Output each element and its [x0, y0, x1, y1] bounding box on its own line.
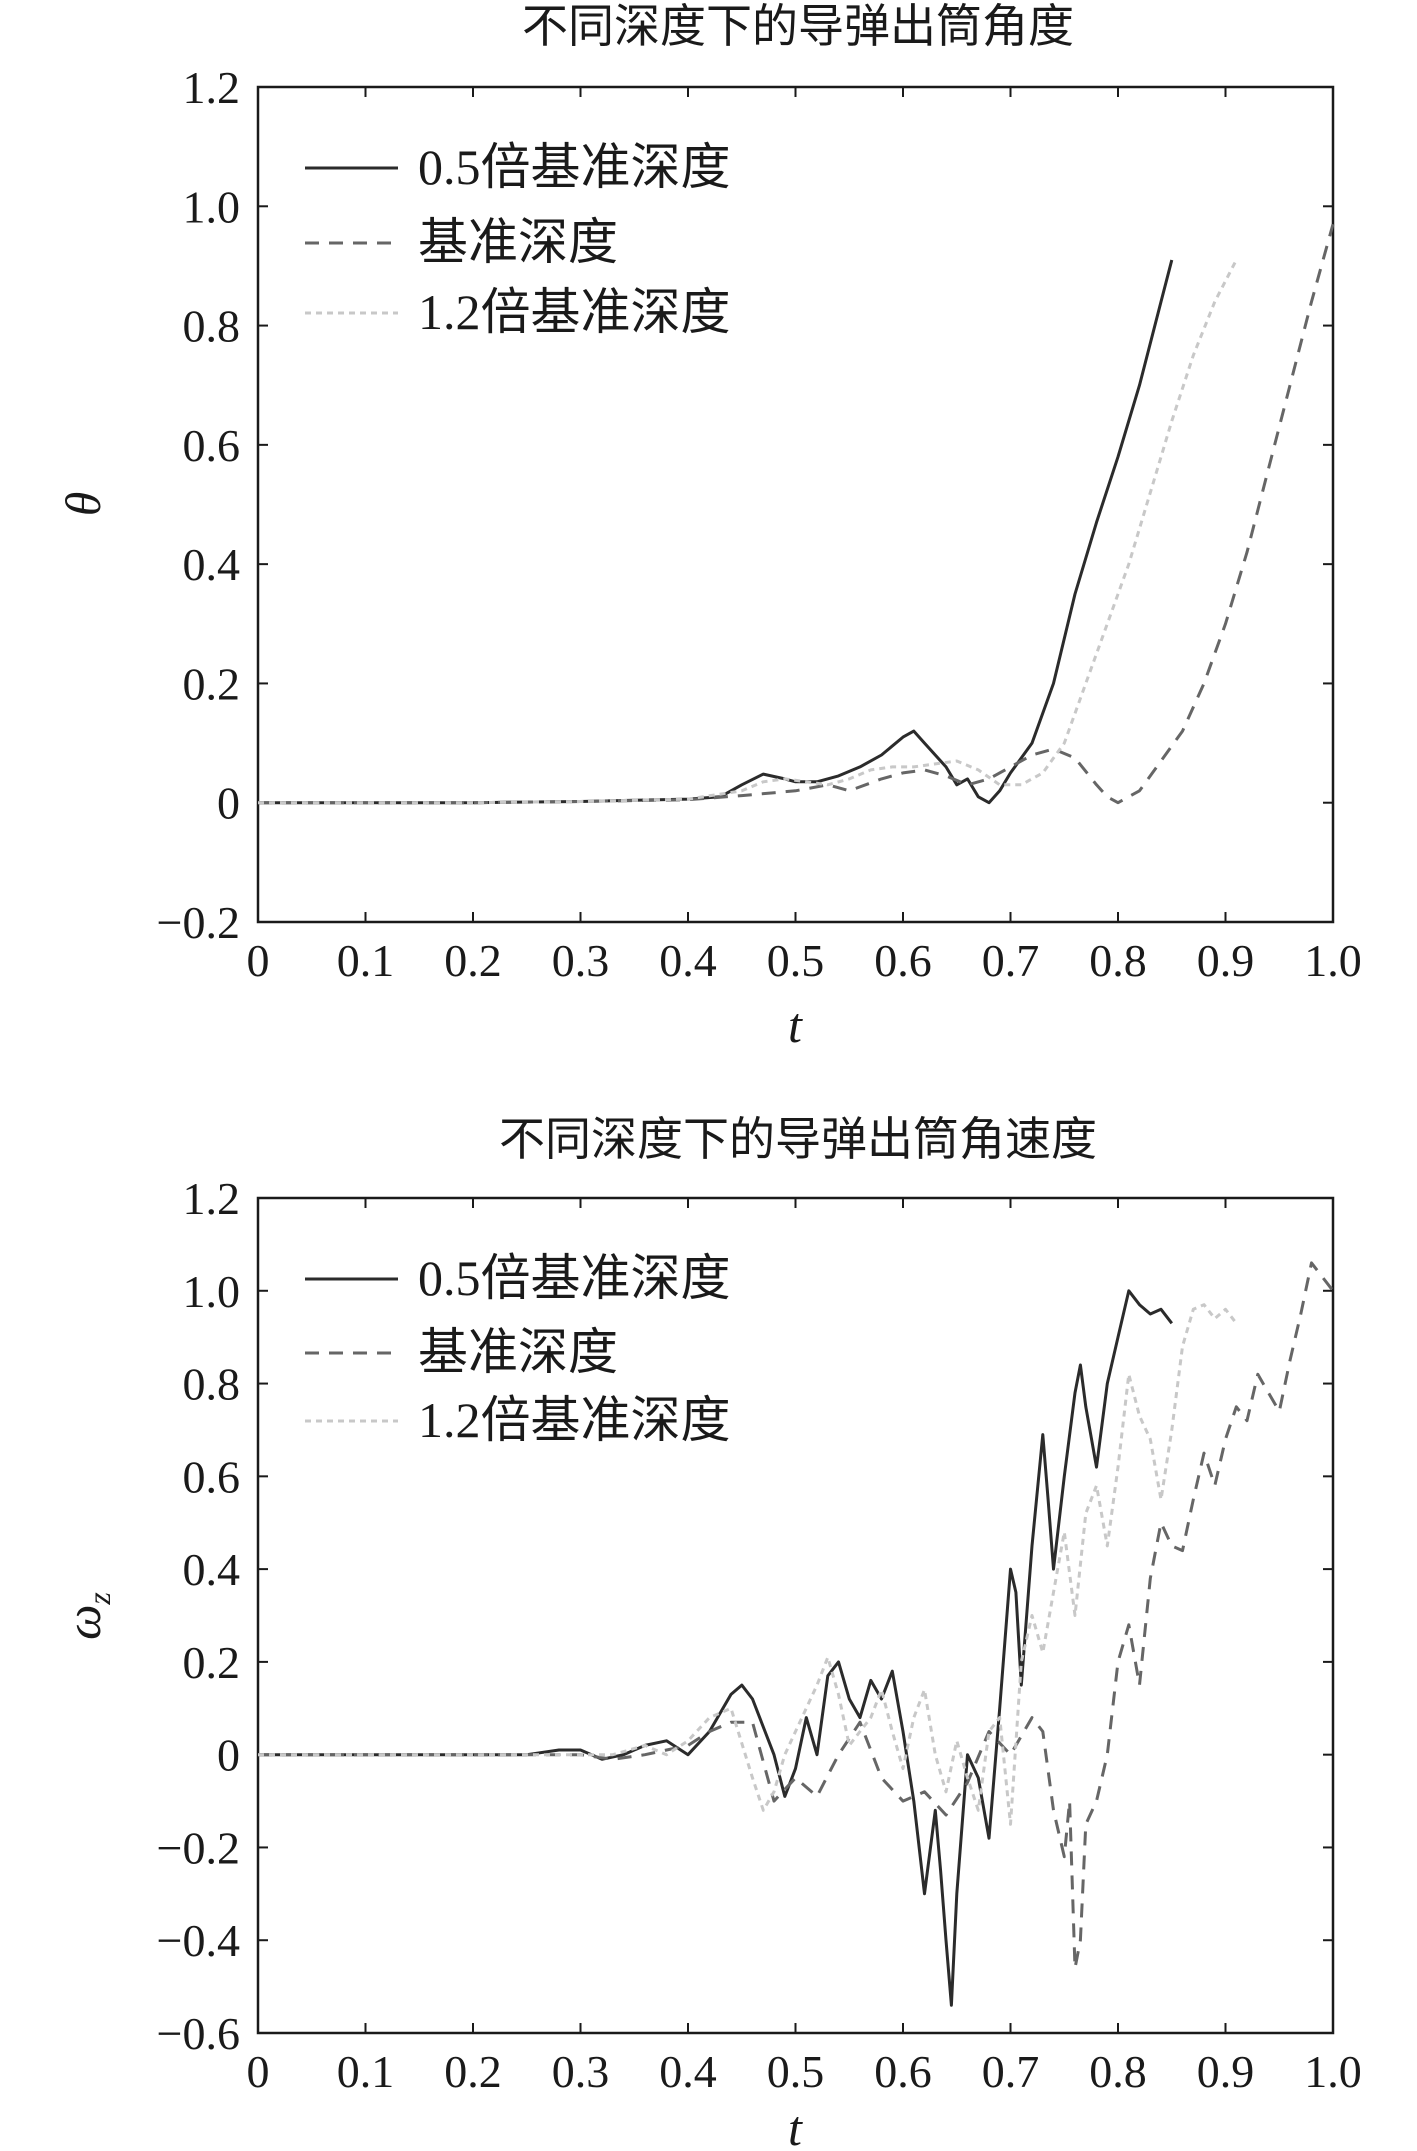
- series-line-0: [258, 259, 1174, 805]
- angular-velocity-chart: 不同深度下的导弹出筒角速度 0 0.1 0.2 0.3 0.4 0.5 0.6 0.7 0.8 0…: [55, 1114, 1362, 2151]
- legend-label-1: 基准深度: [418, 1324, 618, 1380]
- series-line-2: [258, 1303, 1238, 1826]
- y-tick-label: −0.2: [157, 1822, 240, 1873]
- y-tick-label: 0.4: [183, 539, 241, 590]
- x-tick-label: 0.8: [1089, 935, 1147, 986]
- y-tick-label: 0.6: [183, 1451, 241, 1502]
- x-tick-label: 0.8: [1089, 2046, 1147, 2097]
- series-line-1: [258, 223, 1335, 805]
- series-line-2: [258, 259, 1238, 805]
- x-tick-label: 0.9: [1197, 2046, 1255, 2097]
- legend-label-2: 1.2倍基准深度: [418, 1392, 731, 1448]
- y-tick-label: 1.2: [183, 62, 241, 113]
- x-tick-label: 0: [247, 935, 270, 986]
- x-tick-label: 0.1: [337, 935, 395, 986]
- x-tick-label: 0: [247, 2046, 270, 2097]
- y-axis-label-subscript: z: [81, 1592, 117, 1606]
- y-tick-label: 0.8: [183, 301, 241, 352]
- x-tick-label: 0.4: [659, 2046, 717, 2097]
- chart-title: 不同深度下的导弹出筒角度: [522, 1, 1074, 52]
- x-tick-label: 0.3: [552, 2046, 610, 2097]
- legend: 0.5倍基准深度 基准深度 1.2倍基准深度: [305, 139, 731, 340]
- x-tick-label: 0.7: [982, 935, 1040, 986]
- y-tick-label: 0.2: [183, 658, 241, 709]
- x-tick-label: 0.9: [1197, 935, 1255, 986]
- y-tick-label: 1.2: [183, 1173, 241, 1224]
- series-layer: [258, 223, 1335, 805]
- x-tick-label: 0.6: [874, 935, 932, 986]
- x-tick-label: 0.5: [767, 2046, 825, 2097]
- tick-layer: 0 0.1 0.2 0.3 0.4 0.5 0.6 0.7 0.8 0.9 1.0−0.200.20…: [157, 62, 1362, 986]
- y-axis-label-main: ω: [55, 1605, 111, 1640]
- angle-chart: 不同深度下的导弹出筒角度 0 0.1 0.2 0.3 0.4 0.5 0.6 0.7 0.8 0.…: [55, 1, 1362, 1053]
- legend: 0.5倍基准深度 基准深度 1.2倍基准深度: [305, 1250, 731, 1448]
- y-tick-label: 0.6: [183, 420, 241, 471]
- y-tick-label: −0.2: [157, 897, 240, 948]
- y-tick-label: 0: [217, 1730, 240, 1781]
- chart-title: 不同深度下的导弹出筒角速度: [499, 1114, 1097, 1165]
- x-tick-label: 0.3: [552, 935, 610, 986]
- y-tick-label: 1.0: [183, 1266, 241, 1317]
- x-axis-label: t: [788, 2100, 803, 2151]
- legend-label-0: 0.5倍基准深度: [418, 139, 731, 195]
- x-tick-label: 1.0: [1304, 935, 1362, 986]
- series-layer: [258, 1261, 1335, 2007]
- x-tick-label: 0.5: [767, 935, 825, 986]
- y-tick-label: 0.2: [183, 1637, 241, 1688]
- y-tick-label: 0.4: [183, 1544, 241, 1595]
- y-tick-label: −0.4: [157, 1915, 240, 1966]
- x-tick-label: 1.0: [1304, 2046, 1362, 2097]
- x-tick-label: 0.7: [982, 2046, 1040, 2097]
- legend-label-2: 1.2倍基准深度: [418, 284, 731, 340]
- x-tick-label: 0.2: [444, 935, 502, 986]
- legend-label-0: 0.5倍基准深度: [418, 1250, 731, 1306]
- y-tick-label: −0.6: [157, 2008, 240, 2059]
- x-tick-label: 0.4: [659, 935, 717, 986]
- y-axis-label: θ: [55, 492, 111, 517]
- y-tick-label: 0.8: [183, 1359, 241, 1410]
- x-tick-label: 0.2: [444, 2046, 502, 2097]
- y-axis-label: ωz: [55, 1592, 117, 1640]
- legend-label-1: 基准深度: [418, 214, 618, 270]
- tick-layer: 0 0.1 0.2 0.3 0.4 0.5 0.6 0.7 0.8 0.9 1.0 −0.6 −0.4 −…: [157, 1173, 1362, 2097]
- series-line-1: [258, 1261, 1335, 1970]
- x-tick-label: 0.6: [874, 2046, 932, 2097]
- x-axis-label: t: [788, 997, 803, 1053]
- plot-frame: [256, 85, 1335, 924]
- y-tick-label: 0: [217, 778, 240, 829]
- x-tick-label: 0.1: [337, 2046, 395, 2097]
- y-tick-label: 1.0: [183, 181, 241, 232]
